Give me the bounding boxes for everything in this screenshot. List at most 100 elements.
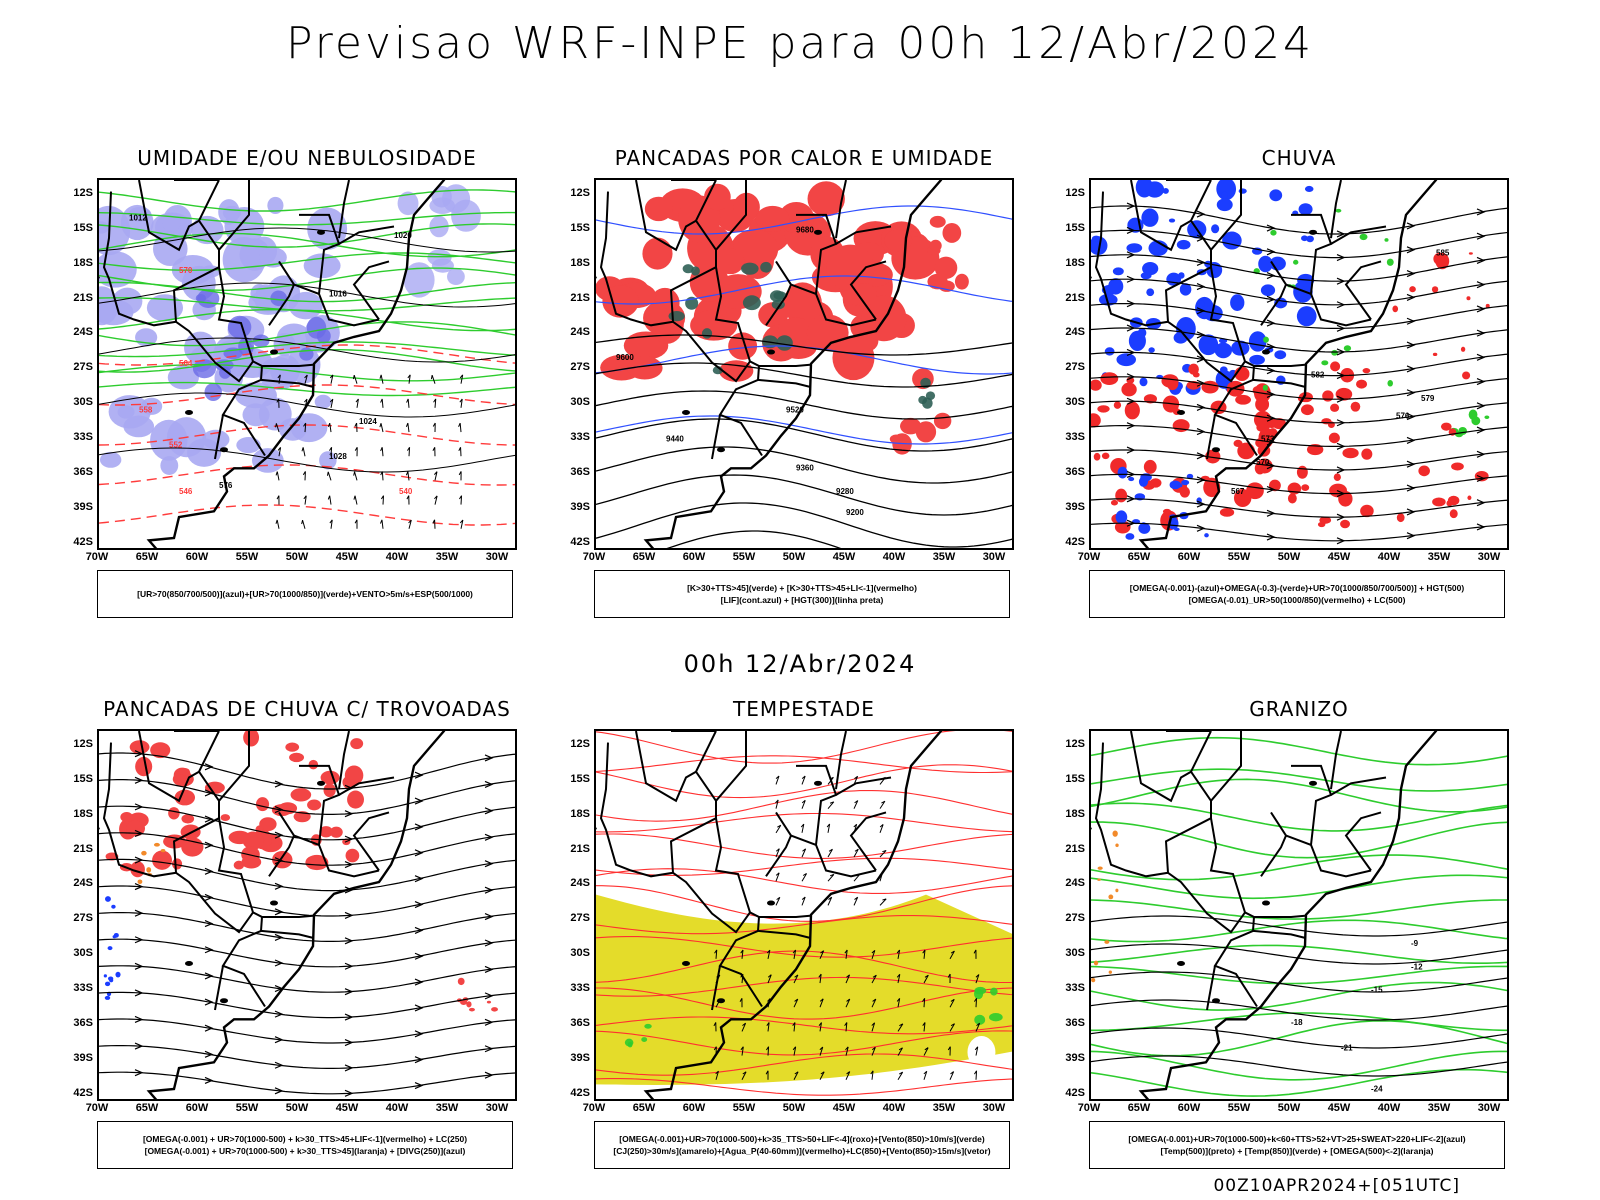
shaded-area	[174, 789, 196, 806]
contour-label: 9280	[836, 487, 854, 496]
wind-vector	[844, 1022, 848, 1032]
contour-label: -24	[1371, 1084, 1383, 1093]
precipitable-water-contour	[596, 1016, 1012, 1035]
temperature-850-contour	[1091, 1050, 1507, 1081]
streamline-arrow	[1406, 484, 1416, 492]
streamline-arrow	[204, 920, 214, 928]
legend-line: [OMEGA(-0.001) + UR>70(1000-500) + k>30_…	[142, 1134, 468, 1144]
shaded-area	[457, 977, 465, 986]
shaded-area	[1114, 520, 1131, 534]
precipitable-water-contour	[596, 1078, 1012, 1096]
state-border	[214, 414, 224, 460]
shaded-area	[1179, 486, 1190, 498]
shaded-area	[160, 456, 179, 475]
shaded-area	[922, 397, 933, 409]
legend-line: [K>30+TTS>45](verde) + [K>30+TTS>45+LI<-…	[687, 583, 917, 593]
wind-vector	[923, 1047, 929, 1056]
streamline-arrow	[1406, 508, 1416, 516]
precipitable-water-contour	[596, 868, 1012, 894]
shaded-area	[1093, 452, 1101, 461]
state-border	[352, 811, 390, 872]
wind-vector	[947, 973, 951, 984]
wind-vector	[380, 447, 384, 457]
streamline-arrow	[1406, 246, 1416, 254]
longitude-label: 35W	[932, 551, 956, 563]
contour-label: 579	[1421, 394, 1435, 403]
streamline-arrow	[134, 750, 144, 758]
height-streamline	[1091, 498, 1507, 518]
streamline-arrow	[1126, 348, 1136, 356]
wind-vector	[801, 896, 806, 906]
streamline-arrow	[1476, 474, 1486, 483]
shaded-area	[1304, 185, 1314, 192]
temperature-850-contour	[1091, 874, 1507, 900]
temperature-850-contour	[1091, 854, 1507, 881]
wind-vector	[845, 998, 851, 1008]
streamline-arrow	[344, 911, 354, 919]
shaded-area	[129, 740, 150, 754]
streamline-arrow	[1266, 224, 1276, 232]
longitude-label: 50W	[782, 1102, 806, 1114]
lake-marker	[1262, 349, 1270, 355]
wind-vector	[801, 775, 806, 785]
longitude-label: 55W	[1227, 551, 1251, 563]
longitude-label: 65W	[632, 1102, 656, 1114]
streamline-arrow	[1406, 436, 1416, 444]
shaded-area	[1359, 233, 1368, 241]
wind-vector	[775, 799, 779, 809]
longitude-label: 40W	[385, 1102, 409, 1114]
longitude-label: 45W	[832, 551, 856, 563]
shaded-area	[99, 451, 122, 468]
longitude-label: 65W	[135, 551, 159, 563]
weather-map	[594, 729, 1014, 1101]
latitude-label: 27S	[1065, 361, 1085, 374]
streamline-arrow	[274, 933, 284, 941]
shaded-area	[1125, 533, 1135, 540]
streamline-arrow	[204, 1076, 214, 1085]
wind-vector	[329, 519, 333, 529]
latitude-label: 18S	[1065, 807, 1085, 820]
legend-line: [OMEGA(-0.001)-(azul)+OMEGA(-0.3)-(verde…	[1129, 583, 1465, 593]
shaded-area	[319, 826, 333, 838]
wind-vector	[433, 471, 438, 481]
streamline-arrow	[344, 810, 354, 818]
contour-label: 570	[1256, 458, 1270, 467]
state-border	[775, 260, 877, 327]
longitude-label: 40W	[882, 551, 906, 563]
state-border	[765, 284, 792, 326]
shaded-area	[741, 262, 759, 275]
state-border	[260, 378, 314, 388]
contour-label: -21	[1341, 1044, 1353, 1053]
streamline-arrow	[1266, 272, 1276, 280]
streamline-arrow	[1196, 210, 1206, 218]
shaded-area	[1146, 288, 1155, 297]
state-border	[218, 731, 250, 802]
shaded-area	[218, 199, 240, 225]
contour-label: 567	[1231, 487, 1245, 496]
wind-vector	[458, 495, 463, 505]
shaded-area	[1270, 229, 1277, 236]
state-border	[338, 731, 350, 790]
streamline-arrow	[1476, 329, 1486, 337]
latitude-label: 30S	[1065, 947, 1085, 960]
contour-label: 540	[399, 487, 413, 496]
wind-vector	[459, 374, 464, 384]
wind-vector	[879, 800, 886, 809]
state-border	[849, 811, 887, 872]
wind-vector	[354, 422, 358, 433]
streamline-arrow	[1126, 324, 1136, 332]
shaded-area	[1143, 394, 1157, 404]
wind-vector	[827, 896, 833, 906]
shaded-area	[701, 328, 713, 339]
shaded-area	[974, 986, 987, 995]
streamline-arrow	[1196, 452, 1206, 460]
panel-legend: [UR>70(850/700/500)](azul)+[UR>70(1000/8…	[97, 570, 513, 618]
shaded-area	[1468, 409, 1478, 420]
state-border	[759, 914, 811, 918]
streamline-arrow	[1196, 307, 1206, 315]
state-border	[278, 260, 380, 327]
streamline-arrow	[1266, 319, 1276, 327]
wind-vector	[276, 495, 280, 505]
latitude-label: 21S	[1065, 842, 1085, 855]
wind-vector	[303, 422, 307, 433]
